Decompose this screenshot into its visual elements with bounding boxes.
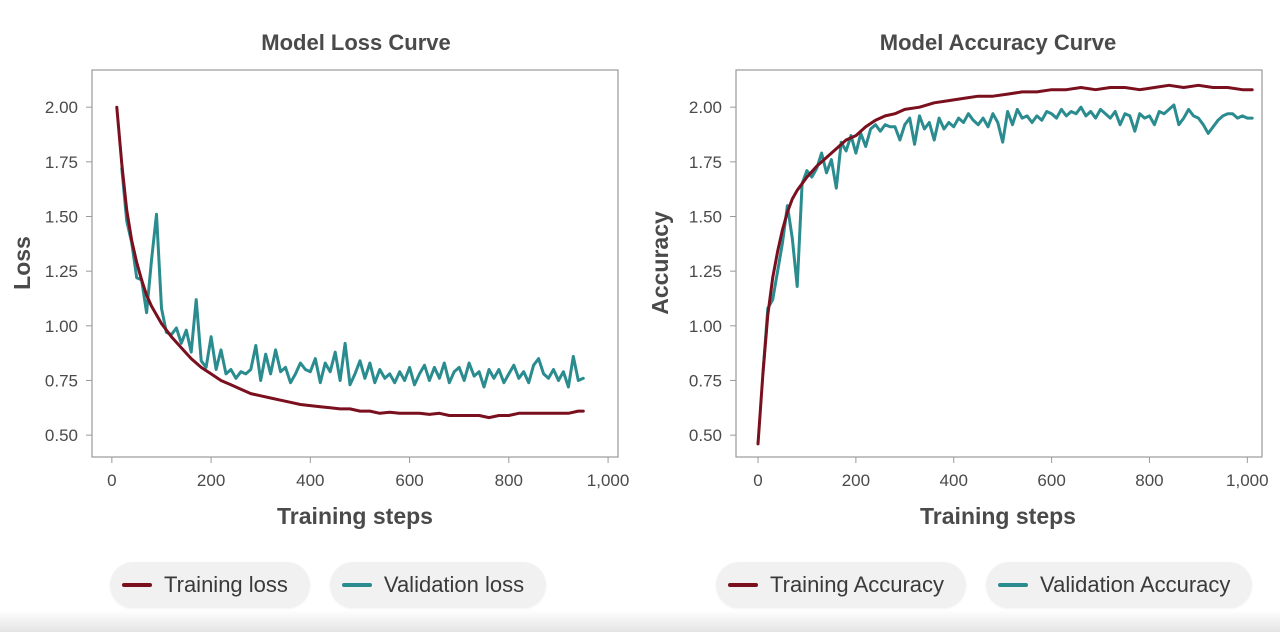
loss-y-axis-label: Loss <box>9 236 35 290</box>
loss-x-axis-label: Training steps <box>277 503 433 529</box>
training-loss-swatch <box>122 583 152 587</box>
legend-label-training-loss: Training loss <box>164 572 288 597</box>
accuracy-y-tick-label: 0.75 <box>689 371 722 390</box>
legend-label-training-accuracy: Training Accuracy <box>770 572 945 597</box>
legend-item-validation-accuracy[interactable]: Validation Accuracy <box>986 562 1253 608</box>
loss-y-tick-label: 0.50 <box>45 426 78 445</box>
accuracy-x-axis-ticks: 0 200 400 600 800 1,000 <box>753 457 1269 490</box>
loss-y-tick-label: 2.00 <box>45 98 78 117</box>
loss-y-axis-ticks: 0.50 0.75 1.00 1.25 1.50 1.75 2.00 <box>45 98 92 445</box>
loss-y-tick-label: 1.00 <box>45 317 78 336</box>
loss-x-tick-label: 1,000 <box>587 471 630 490</box>
loss-chart-title: Model Loss Curve <box>261 30 450 55</box>
accuracy-series-validation-line <box>761 103 1254 376</box>
loss-plot-frame <box>91 69 619 458</box>
loss-series-training-line <box>115 105 585 420</box>
accuracy-legend: Training Accuracy Validation Accuracy <box>716 562 1253 608</box>
loss-x-tick-label: 600 <box>395 471 423 490</box>
legend-item-validation-loss[interactable]: Validation loss <box>329 562 547 608</box>
accuracy-x-tick-label: 0 <box>753 471 762 490</box>
validation-accuracy-swatch <box>998 583 1029 587</box>
accuracy-series-training-line <box>756 83 1254 446</box>
loss-y-tick-label: 1.75 <box>45 153 78 172</box>
accuracy-x-tick-label: 200 <box>842 471 870 490</box>
loss-chart: Model Loss Curve 0.50 0.75 1.00 1.25 1.50 1.7… <box>9 30 629 529</box>
accuracy-series-lines <box>756 83 1254 446</box>
accuracy-y-tick-label: 1.00 <box>689 317 722 336</box>
loss-x-tick-label: 200 <box>197 471 225 490</box>
accuracy-x-tick-label: 400 <box>940 471 968 490</box>
accuracy-chart: Model Accuracy Curve 0.50 0.75 1.00 1.25 1.5… <box>647 30 1269 529</box>
accuracy-y-tick-label: 1.25 <box>689 262 722 281</box>
accuracy-y-tick-label: 2.00 <box>689 98 722 117</box>
loss-y-tick-label: 0.75 <box>45 371 78 390</box>
loss-y-tick-label: 1.50 <box>45 207 78 226</box>
accuracy-x-tick-label: 1,000 <box>1226 471 1269 490</box>
accuracy-y-tick-label: 1.50 <box>689 207 722 226</box>
legend-item-training-accuracy[interactable]: Training Accuracy <box>716 562 967 608</box>
loss-x-tick-label: 400 <box>296 471 324 490</box>
validation-loss-swatch <box>341 583 372 587</box>
accuracy-plot-frame <box>735 69 1263 458</box>
accuracy-y-tick-label: 0.50 <box>689 426 722 445</box>
loss-x-tick-label: 800 <box>495 471 523 490</box>
accuracy-y-axis-ticks: 0.50 0.75 1.00 1.25 1.50 1.75 2.00 <box>689 98 736 445</box>
bottom-fade <box>0 610 1280 632</box>
loss-legend: Training loss Validation loss <box>110 562 547 608</box>
loss-x-tick-label: 0 <box>107 471 116 490</box>
loss-series-lines <box>115 105 585 420</box>
legend-item-training-loss[interactable]: Training loss <box>110 562 310 608</box>
legend-label-validation-loss: Validation loss <box>383 572 525 597</box>
accuracy-y-tick-label: 1.75 <box>689 153 722 172</box>
loss-series-validation-line <box>120 166 585 389</box>
accuracy-y-axis-label: Accuracy <box>647 211 673 315</box>
loss-x-axis-ticks: 0 200 400 600 800 1,000 <box>107 457 629 490</box>
accuracy-x-tick-label: 800 <box>1135 471 1163 490</box>
accuracy-chart-title: Model Accuracy Curve <box>880 30 1116 55</box>
training-accuracy-swatch <box>728 583 758 587</box>
accuracy-x-axis-label: Training steps <box>920 503 1076 529</box>
loss-y-tick-label: 1.25 <box>45 262 78 281</box>
accuracy-x-tick-label: 600 <box>1037 471 1065 490</box>
legend-label-validation-accuracy: Validation Accuracy <box>1040 572 1231 597</box>
